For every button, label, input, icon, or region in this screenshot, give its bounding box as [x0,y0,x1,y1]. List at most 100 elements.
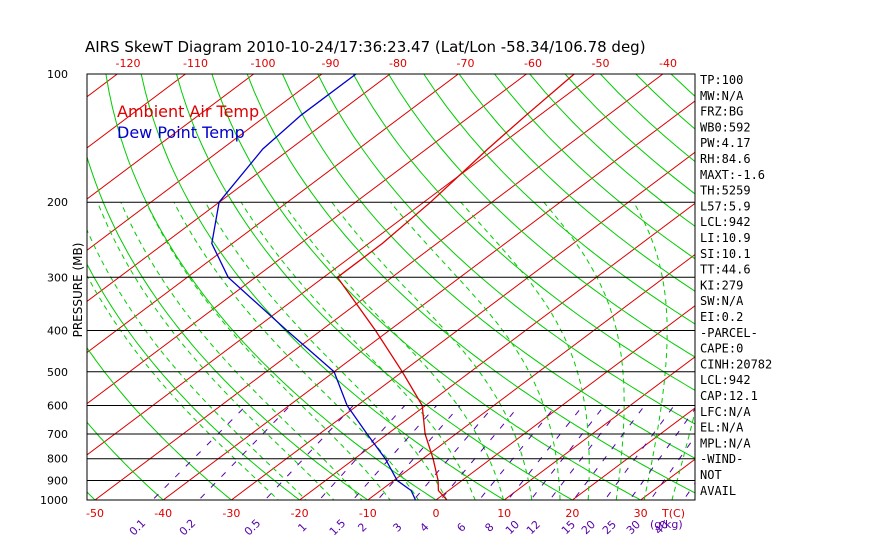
stat-item: CINH:20782 [700,357,772,371]
mixing-ratio-label: 6 [454,520,468,534]
top-temp-label: -40 [659,57,677,70]
pressure-tick-label: 200 [47,196,68,209]
isotherm-line [571,407,695,500]
moist-adiabat-line [97,202,335,500]
chart-title: AIRS SkewT Diagram 2010-10-24/17:36:23.4… [85,38,646,56]
dry-adiabat-line [140,74,506,500]
dry-adiabat-line [87,346,233,500]
isotherm-line [503,356,695,500]
stat-item: MPL:N/A [700,436,751,450]
dry-adiabat-line [742,74,870,509]
mixing-ratio-label: 3 [390,520,404,534]
moist-adiabat-line [87,274,279,500]
top-temp-label: -80 [389,57,407,70]
mixing-ratio-line [572,405,646,500]
stat-item: SI:10.1 [700,247,751,261]
isotherm-line [435,305,695,500]
mixing-ratio-line [529,405,605,500]
stat-item: MAXT:-1.6 [700,168,765,182]
grid-group [0,55,870,510]
mixing-ratio-label: 25 [600,518,619,537]
bottom-temp-label: -20 [291,507,309,520]
moist-adiabat-line [633,201,668,500]
isotherm-line [94,74,664,500]
isotherm-line [298,202,695,500]
dry-adiabat-line [282,74,695,459]
mixing-ratio-label: 8 [482,520,496,534]
stat-item: CAPE:0 [700,342,743,356]
stat-item: LCL:942 [700,215,751,229]
dry-adiabat-line [423,74,695,325]
stat-item: LCL:942 [700,373,751,387]
mixing-ratio-line [507,405,584,500]
mixing-ratio-line [682,482,695,500]
moist-adiabat-line [282,201,505,500]
mixing-ratio-line [439,405,520,500]
top-temp-label: -120 [116,57,141,70]
stat-item: AVAIL [700,484,736,498]
mixing-ratio-label: 10 [503,518,522,537]
dry-adiabat-line [0,74,35,509]
pressure-tick-label: 800 [47,453,68,466]
bottom-temp-label: -10 [359,507,377,520]
dry-adiabat-line [176,74,574,500]
mixing-ratio-label: 4 [417,520,431,534]
dry-adiabat-line [87,491,96,500]
isotherm-line [366,253,695,500]
bottom-temp-label: -50 [86,507,104,520]
isotherm-line [0,55,7,510]
y-axis-label: PRESSURE (MB) [71,243,85,338]
dry-adiabat-line [458,74,695,292]
stat-item: FRZ:BG [700,105,743,119]
dry-adiabat-line [87,421,164,500]
stat-item: NOT [700,468,722,482]
stat-item: TP:100 [700,73,743,87]
moist-adiabat-line [543,201,625,500]
dry-adiabat-line [352,74,695,391]
mixing-ratio-label: 0.5 [242,517,264,539]
isotherm-line [765,55,870,510]
pressure-tick-label: 100 [47,68,68,81]
mixing-ratio-label: 1 [295,520,309,534]
top-temp-label: -90 [322,57,340,70]
stat-item: -PARCEL- [700,326,758,340]
moist-adiabat-line [331,201,533,500]
pressure-tick-label: 300 [47,271,68,284]
dry-adiabat-line [105,74,437,500]
mixing-ratio-label: 12 [524,518,543,537]
pressure-tick-label: 700 [47,428,68,441]
isotherm-line [87,74,391,302]
dry-adiabat-line [812,74,870,509]
moist-adiabat-line [390,201,561,500]
bottom-temp-label: 30 [634,507,648,520]
stat-item: WB0:592 [700,120,751,134]
isotherm-line [833,55,870,510]
stat-item: PW:4.17 [700,136,751,150]
stat-item: RH:84.6 [700,152,751,166]
mixing-ratio-label: 1.5 [327,517,349,539]
moist-adiabat-line [87,228,307,500]
bottom-temp-label: -40 [154,507,172,520]
mixing-ratio-line [629,408,695,500]
dewpoint-temp-line [211,74,417,500]
dry-adiabat-line [317,74,695,425]
isotherm-line [162,100,695,500]
pressure-tick-label: 400 [47,324,68,337]
mixing-ratio-line [151,405,247,500]
top-temp-label: -100 [251,57,276,70]
pressure-tick-label: 900 [47,475,68,488]
stat-item: EL:N/A [700,421,744,435]
bottom-temp-label: 10 [497,507,511,520]
pressure-tick-label: 600 [47,399,68,412]
top-temp-label: -110 [183,57,208,70]
dry-adiabat-line [494,74,695,260]
mixing-ratio-label: 0.1 [127,517,149,539]
mixing-ratio-line [413,405,495,500]
top-temp-label: -70 [457,57,475,70]
mixing-ratio-line [478,405,557,500]
stat-item: TH:5259 [700,184,751,198]
stat-item: TT:44.6 [700,263,751,277]
mixing-ratio-label: 30 [624,518,643,537]
